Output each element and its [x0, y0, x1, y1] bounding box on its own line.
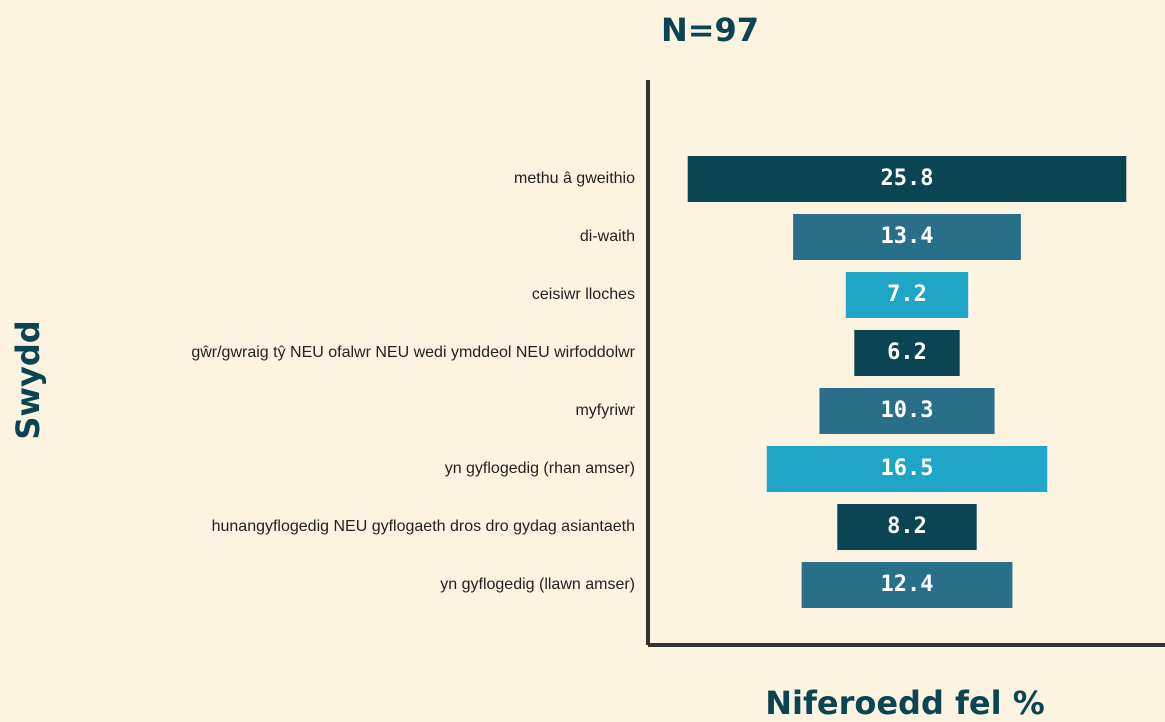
category-label: yn gyflogedig (rhan amser) [445, 460, 635, 477]
category-label: hunangyflogedig NEU gyflogaeth dros dro … [212, 518, 635, 535]
category-label: myfyriwr [575, 402, 635, 419]
value-label: 16.5 [881, 456, 934, 481]
category-label: yn gyflogedig (llawn amser) [440, 576, 635, 593]
category-label: gŵr/gwraig tŷ NEU ofalwr NEU wedi ymddeo… [191, 344, 635, 361]
bar [819, 388, 995, 434]
bar [793, 214, 1021, 260]
category-label: methu â gweithio [514, 170, 635, 187]
value-label: 25.8 [881, 166, 934, 191]
bar [687, 156, 1127, 202]
value-label: 6.2 [887, 340, 927, 365]
y-axis-label: Swydd [9, 320, 47, 439]
value-label: 13.4 [881, 224, 934, 249]
value-label: 8.2 [887, 514, 927, 539]
chart-title: N=97 [661, 11, 759, 49]
bar [766, 446, 1048, 492]
bar [854, 330, 960, 376]
category-label: di-waith [580, 228, 635, 245]
bar [837, 504, 977, 550]
value-label: 12.4 [881, 572, 934, 597]
x-axis-label: Niferoedd fel % [765, 684, 1045, 722]
bar [801, 562, 1013, 608]
category-label: ceisiwr lloches [532, 286, 635, 303]
value-label: 10.3 [881, 398, 934, 423]
value-label: 7.2 [887, 282, 927, 307]
bar [845, 272, 969, 318]
